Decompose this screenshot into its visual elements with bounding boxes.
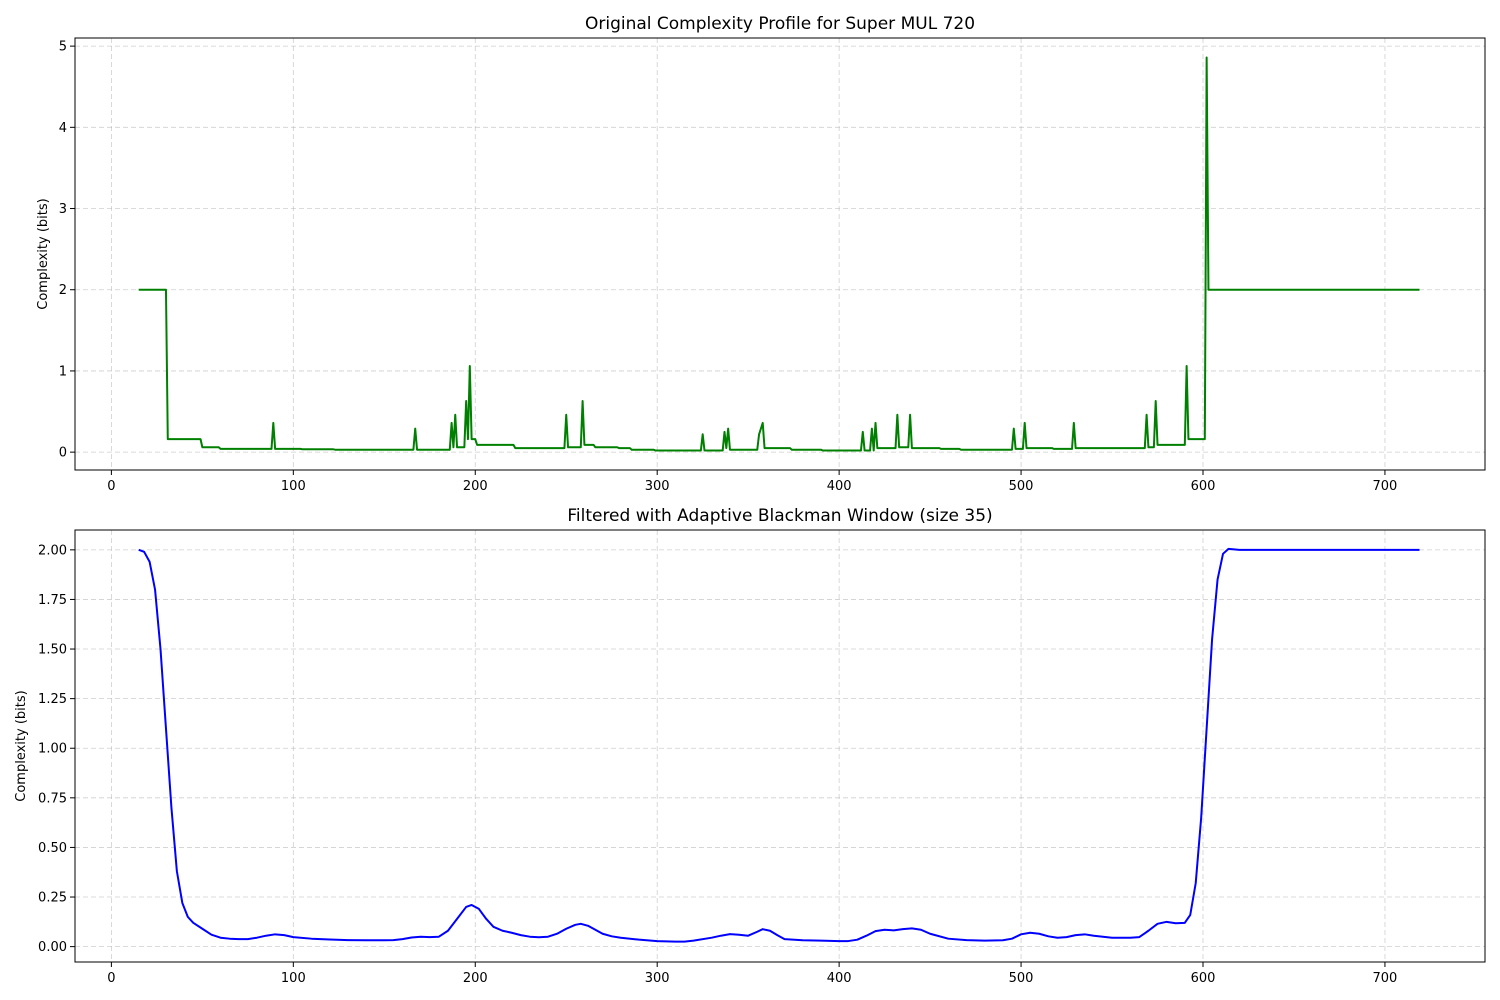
- y-tick-label: 1: [59, 364, 67, 379]
- x-tick-label: 400: [827, 971, 852, 986]
- x-tick-label: 600: [1191, 971, 1216, 986]
- series-line: [138, 56, 1420, 452]
- y-axis-label: Complexity (bits): [36, 198, 51, 309]
- x-tick-label: 100: [281, 479, 306, 494]
- x-tick-label: 0: [107, 971, 115, 986]
- axis-ticks: 0 100 200 300 400 500 600 700 0 1 2 3 4 5: [59, 40, 1398, 494]
- y-tick-label: 2.00: [38, 543, 67, 558]
- y-tick-label: 0.00: [38, 940, 67, 955]
- y-tick-label: 4: [59, 121, 67, 136]
- x-tick-label: 0: [107, 479, 115, 494]
- x-tick-label: 500: [1009, 971, 1034, 986]
- x-tick-label: 700: [1373, 971, 1398, 986]
- y-tick-label: 0.25: [38, 891, 67, 906]
- axis-ticks: 0 100 200 300 400 500 600 700 0.00 0.25 0.50 0.75 1.…: [38, 543, 1397, 986]
- chart-title: Filtered with Adaptive Blackman Window (…: [567, 506, 992, 526]
- y-axis-label: Complexity (bits): [14, 690, 29, 801]
- x-tick-label: 200: [463, 479, 488, 494]
- x-tick-label: 500: [1009, 479, 1034, 494]
- chart-title: Original Complexity Profile for Super MU…: [585, 14, 975, 34]
- plot-frame: [74, 529, 1486, 963]
- y-tick-label: 3: [59, 202, 67, 217]
- data-series: [138, 547, 1420, 943]
- y-tick-label: 5: [59, 40, 67, 55]
- y-tick-label: 1.75: [38, 593, 67, 608]
- y-tick-label: 1.25: [38, 692, 67, 707]
- x-tick-label: 600: [1191, 479, 1216, 494]
- y-tick-label: 1.50: [38, 643, 67, 658]
- series-line: [138, 547, 1420, 943]
- x-tick-label: 300: [645, 479, 670, 494]
- x-tick-label: 200: [463, 971, 488, 986]
- x-tick-label: 400: [827, 479, 852, 494]
- y-tick-label: 0.75: [38, 791, 67, 806]
- y-tick-label: 2: [59, 283, 67, 298]
- y-tick-label: 0: [59, 446, 67, 461]
- x-tick-label: 700: [1373, 479, 1398, 494]
- plot-frame: [74, 37, 1486, 471]
- y-tick-label: 0.50: [38, 841, 67, 856]
- x-tick-label: 100: [281, 971, 306, 986]
- y-tick-label: 1.00: [38, 742, 67, 757]
- bottom-chart: Filtered with Adaptive Blackman Window (…: [14, 506, 1486, 986]
- data-series: [138, 56, 1420, 452]
- grid: [75, 38, 1485, 470]
- top-chart: Original Complexity Profile for Super MU…: [36, 14, 1486, 494]
- x-tick-label: 300: [645, 971, 670, 986]
- grid: [75, 530, 1485, 962]
